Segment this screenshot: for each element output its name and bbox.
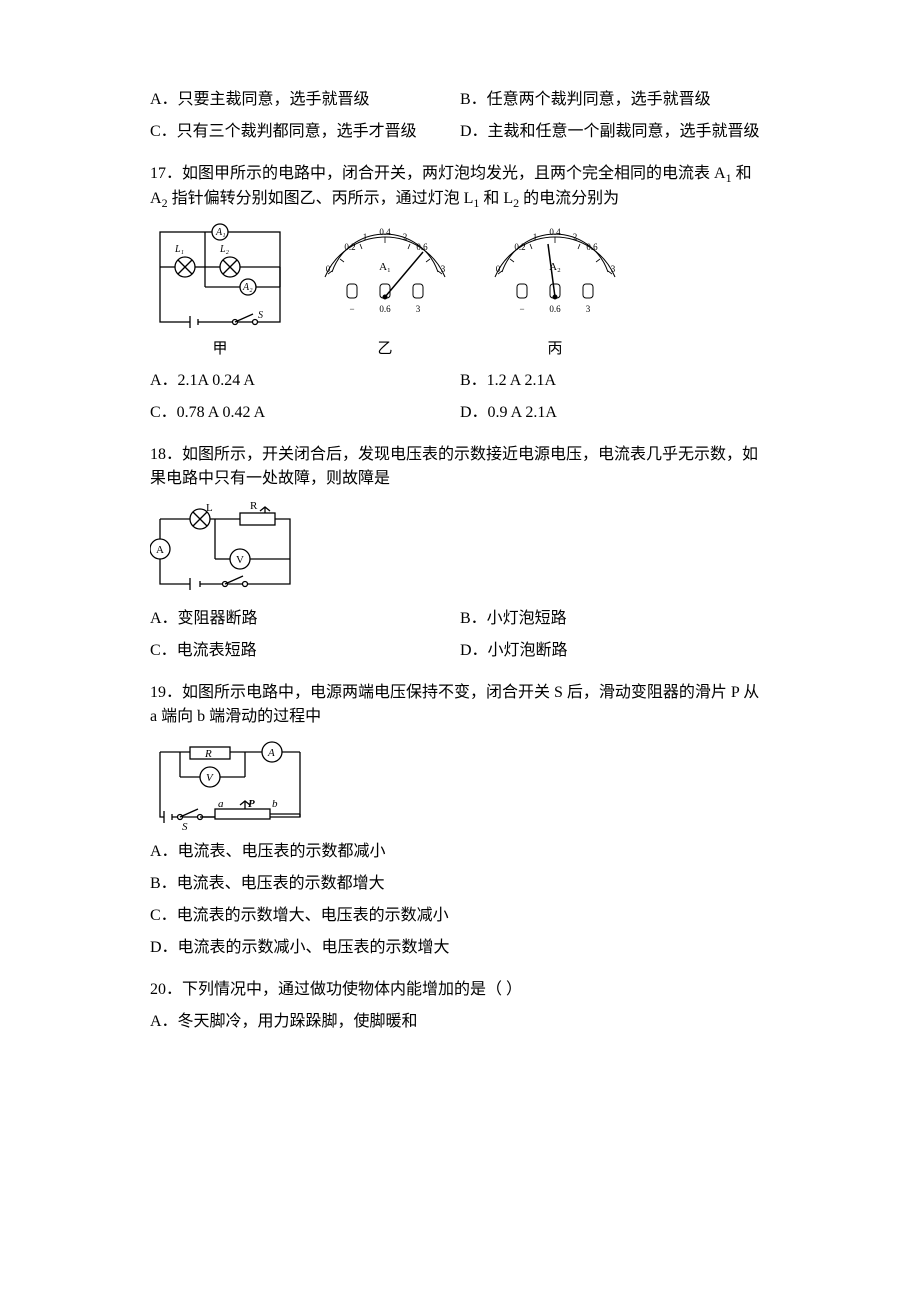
q19-stem: 19．如图所示电路中，电源两端电压保持不变，闭合开关 S 后，滑动变阻器的滑片 … xyxy=(150,681,770,729)
q19-opt-d: D．电流表的示数减小、电压表的示数增大 xyxy=(150,936,770,960)
q20-opt-a: A．冬天脚冷，用力跺跺脚，使脚暖和 xyxy=(150,1010,770,1034)
q19-opt-b: B．电流表、电压表的示数都增大 xyxy=(150,872,770,896)
svg-text:0: 0 xyxy=(326,264,331,274)
q18-opt-c: C．电流表短路 xyxy=(150,639,460,663)
svg-text:3: 3 xyxy=(441,264,446,274)
svg-text:3: 3 xyxy=(586,304,591,314)
svg-text:R: R xyxy=(250,500,258,512)
q17-stem-b: 和 xyxy=(736,165,752,182)
q20-stem-text: 下列情况中，通过做功使物体内能增加的是（ ） xyxy=(182,981,522,998)
q17-fig-bing: 0 0.2 1 0.4 2 0.6 3 A₂ − 0.6 3 丙 xyxy=(480,222,630,361)
q18-stem: 18．如图所示，开关闭合后，发现电压表的示数接近电源电压，电流表几乎无示数，如果… xyxy=(150,443,770,491)
q18-stem-text: 如图所示，开关闭合后，发现电压表的示数接近电源电压，电流表几乎无示数，如果电路中… xyxy=(150,446,758,487)
fig-l1-label: L₁ xyxy=(174,244,184,255)
q19-options: A．电流表、电压表的示数都减小 B．电流表、电压表的示数都增大 C．电流表的示数… xyxy=(150,840,770,960)
q19-num: 19． xyxy=(150,684,182,701)
svg-text:A₁: A₁ xyxy=(379,261,391,273)
svg-text:P: P xyxy=(248,798,255,810)
svg-text:A: A xyxy=(267,747,275,759)
svg-text:V: V xyxy=(236,554,244,566)
q17-label-yi: 乙 xyxy=(310,338,460,361)
q17-l1: L1 xyxy=(464,190,480,207)
svg-text:0.4: 0.4 xyxy=(379,227,391,237)
q19-opt-c: C．电流表的示数增大、电压表的示数减小 xyxy=(150,904,770,928)
svg-text:0.6: 0.6 xyxy=(379,304,391,314)
svg-text:3: 3 xyxy=(611,264,616,274)
exam-page: A．只要主裁同意，选手就晋级 B．任意两个裁判同意，选手就晋级 C．只有三个裁判… xyxy=(0,0,920,1302)
q17-circuit-svg: A₁ A₂ L₁ L₂ S xyxy=(150,222,290,332)
q17-fig-yi: 0 0.2 1 0.4 2 0.6 3 A₁ − 0.6 3 乙 xyxy=(310,222,460,361)
svg-text:2: 2 xyxy=(573,232,578,242)
svg-text:−: − xyxy=(349,304,354,314)
q19-stem-text: 如图所示电路中，电源两端电压保持不变，闭合开关 S 后，滑动变阻器的滑片 P 从… xyxy=(150,684,759,725)
svg-text:0.4: 0.4 xyxy=(549,227,561,237)
q17-meter2-svg: 0 0.2 1 0.4 2 0.6 3 A₂ − 0.6 3 xyxy=(480,222,630,332)
svg-text:A₂: A₂ xyxy=(549,261,561,273)
q17-stem-e: 的电流分别为 xyxy=(523,190,619,207)
fig-l2-label: L₂ xyxy=(219,244,230,255)
svg-text:0.6: 0.6 xyxy=(416,242,428,252)
q17-num: 17． xyxy=(150,165,182,182)
q20-num: 20． xyxy=(150,981,182,998)
q17-stem: 17．如图甲所示的电路中，闭合开关，两灯泡均发光，且两个完全相同的电流表 A1 … xyxy=(150,162,770,212)
q19-circuit-svg: R A V S a P b xyxy=(150,737,310,832)
q17-opt-d: D．0.9 A 2.1A xyxy=(460,401,770,425)
q17-figures: A₁ A₂ L₁ L₂ S 甲 xyxy=(150,222,770,361)
svg-text:3: 3 xyxy=(416,304,421,314)
q17-opt-c: C．0.78 A 0.42 A xyxy=(150,401,460,425)
svg-text:0.2: 0.2 xyxy=(344,242,355,252)
svg-text:b: b xyxy=(272,798,278,810)
q16-opt-d: D．主裁和任意一个副裁同意，选手就晋级 xyxy=(460,120,770,144)
q17-meter1-svg: 0 0.2 1 0.4 2 0.6 3 A₁ − 0.6 3 xyxy=(310,222,460,332)
svg-text:0.6: 0.6 xyxy=(549,304,561,314)
q17-opt-a: A．2.1A 0.24 A xyxy=(150,369,460,393)
q16-options-row1: A．只要主裁同意，选手就晋级 B．任意两个裁判同意，选手就晋级 xyxy=(150,88,770,112)
svg-text:1: 1 xyxy=(363,232,368,242)
q17-l2: L2 xyxy=(503,190,519,207)
q18-options-row1: A．变阻器断路 B．小灯泡短路 xyxy=(150,607,770,631)
q17-fig-jia: A₁ A₂ L₁ L₂ S 甲 xyxy=(150,222,290,361)
q16-opt-b: B．任意两个裁判同意，选手就晋级 xyxy=(460,88,770,112)
svg-text:1: 1 xyxy=(533,232,538,242)
q20-stem: 20．下列情况中，通过做功使物体内能增加的是（ ） xyxy=(150,978,770,1002)
fig-s-label: S xyxy=(258,310,263,321)
q20-options: A．冬天脚冷，用力跺跺脚，使脚暖和 xyxy=(150,1010,770,1034)
q18-options-row2: C．电流表短路 D．小灯泡断路 xyxy=(150,639,770,663)
q16-opt-a: A．只要主裁同意，选手就晋级 xyxy=(150,88,460,112)
fig-a1-label: A₁ xyxy=(215,227,226,238)
q17-a2: A2 xyxy=(150,190,168,207)
svg-text:2: 2 xyxy=(403,232,408,242)
svg-text:0.6: 0.6 xyxy=(586,242,598,252)
svg-text:S: S xyxy=(182,821,188,832)
q17-stem-d: 和 xyxy=(483,190,499,207)
svg-text:R: R xyxy=(204,748,212,760)
q17-options-row2: C．0.78 A 0.42 A D．0.9 A 2.1A xyxy=(150,401,770,425)
q17-label-bing: 丙 xyxy=(480,338,630,361)
svg-text:−: − xyxy=(519,304,524,314)
q17-stem-a: 如图甲所示的电路中，闭合开关，两灯泡均发光，且两个完全相同的电流表 xyxy=(182,165,710,182)
fig-a2-label: A₂ xyxy=(242,282,253,293)
svg-text:L: L xyxy=(206,502,213,514)
q18-circuit-svg: L R A V xyxy=(150,499,300,599)
q17-stem-c: 指针偏转分别如图乙、丙所示，通过灯泡 xyxy=(172,190,460,207)
svg-text:0.2: 0.2 xyxy=(514,242,525,252)
q18-figure: L R A V xyxy=(150,499,770,599)
q16-options-row2: C．只有三个裁判都同意，选手才晋级 D．主裁和任意一个副裁同意，选手就晋级 xyxy=(150,120,770,144)
q17-a1: A1 xyxy=(714,165,732,182)
q16-opt-c: C．只有三个裁判都同意，选手才晋级 xyxy=(150,120,460,144)
q18-num: 18． xyxy=(150,446,182,463)
svg-text:A: A xyxy=(156,544,164,556)
q17-opt-b: B．1.2 A 2.1A xyxy=(460,369,770,393)
svg-text:0: 0 xyxy=(496,264,501,274)
q18-opt-a: A．变阻器断路 xyxy=(150,607,460,631)
q19-opt-a: A．电流表、电压表的示数都减小 xyxy=(150,840,770,864)
q17-label-jia: 甲 xyxy=(150,338,290,361)
q18-opt-b: B．小灯泡短路 xyxy=(460,607,770,631)
q18-opt-d: D．小灯泡断路 xyxy=(460,639,770,663)
q19-figure: R A V S a P b xyxy=(150,737,770,832)
q17-options-row1: A．2.1A 0.24 A B．1.2 A 2.1A xyxy=(150,369,770,393)
svg-text:a: a xyxy=(218,798,224,810)
